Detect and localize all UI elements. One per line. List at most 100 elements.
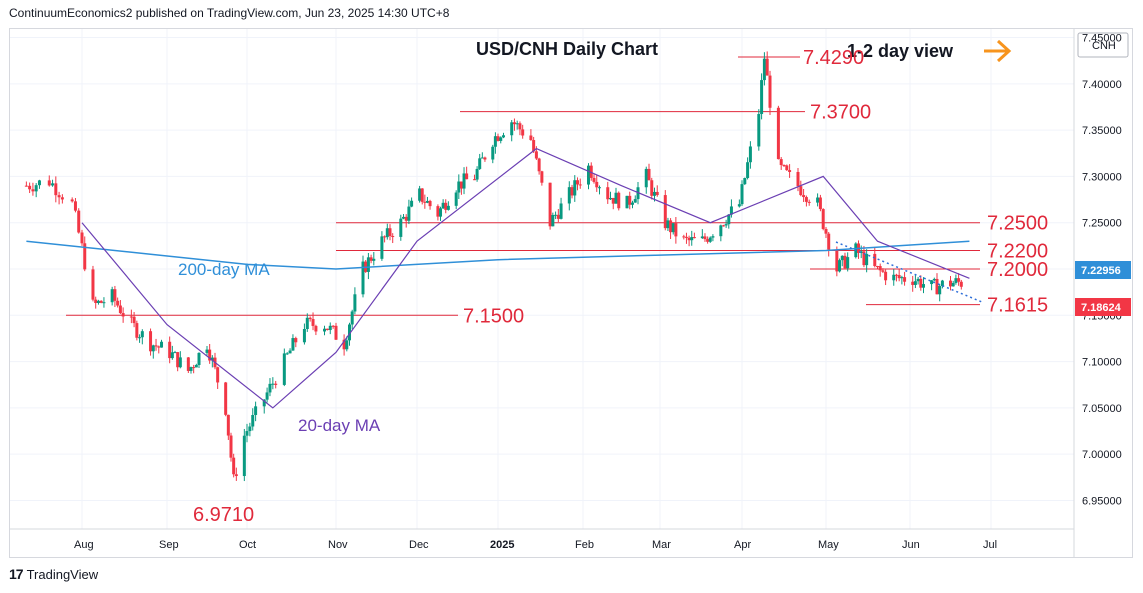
candle-body (242, 435, 246, 477)
candle-body (671, 223, 675, 233)
candle-body (24, 185, 28, 187)
ma200-tag-text: 7.22956 (1081, 265, 1121, 277)
candle-body (157, 346, 161, 348)
candle-body (606, 187, 610, 200)
candle-body (441, 202, 445, 209)
candle-body (189, 367, 193, 371)
candle-body (99, 300, 103, 303)
candle-body (595, 181, 599, 188)
candle-body (37, 180, 41, 186)
candle-body (285, 353, 289, 355)
candle-body (617, 192, 621, 209)
candle-body (138, 337, 142, 339)
candle-body (881, 270, 885, 272)
y-tick-label: 6.95000 (1082, 495, 1122, 507)
tradingview-logo-icon: 17 (9, 566, 24, 582)
candle-body (149, 331, 153, 352)
candle-body (454, 192, 458, 206)
level-label: 7.2200 (987, 240, 1048, 262)
candle-body (785, 165, 789, 171)
candle-body (957, 278, 961, 282)
candle-body (428, 200, 432, 207)
candle-body (418, 188, 422, 201)
candle-body (385, 228, 389, 238)
candle-body (135, 323, 139, 338)
candle-body (807, 201, 811, 203)
candle-body (892, 274, 896, 281)
candle-body (77, 210, 81, 233)
candle-body (706, 239, 710, 242)
candle-body (186, 357, 190, 371)
candle-body (821, 209, 825, 229)
candle-body (884, 271, 888, 281)
candle-body (779, 159, 783, 166)
candles (24, 51, 963, 482)
candle-body (208, 349, 212, 361)
candle-body (532, 140, 536, 152)
candle-body (323, 328, 327, 332)
x-tick-label: May (818, 539, 839, 551)
candle-body (353, 294, 357, 312)
candle-body (743, 178, 747, 185)
candle-body (308, 317, 312, 320)
candle-body (229, 435, 233, 458)
candle-body (903, 277, 907, 282)
candle-body (711, 236, 715, 238)
level-label: 7.4290 (803, 47, 864, 69)
candle-body (644, 168, 648, 188)
candle-body (268, 383, 272, 393)
symbol-box[interactable]: CNH (1077, 32, 1129, 58)
chart-frame[interactable]: USD/CNH Daily Chart 1-2 day view 7.4290 7… (9, 28, 1133, 558)
candle-body (865, 253, 869, 266)
candle-body (776, 107, 780, 160)
candle-body (559, 203, 563, 219)
ma200-label: 200-day MA (178, 260, 270, 279)
candle-body (940, 280, 944, 287)
candle-body (176, 352, 180, 368)
candle-body (262, 399, 266, 407)
candle-body (380, 236, 384, 259)
candle-body (827, 233, 831, 250)
time-ticks: Aug Sep Oct Nov Dec 2025 Feb Mar Apr May Jun Jul (74, 539, 997, 551)
candle-body (173, 352, 177, 354)
candle-body (647, 168, 651, 181)
candle-body (271, 383, 275, 385)
candle-body (954, 278, 958, 283)
candle-body (501, 135, 505, 138)
candle-body (478, 158, 482, 169)
price-chart[interactable]: USD/CNH Daily Chart 1-2 day view 7.42907… (10, 29, 1132, 557)
candle-body (727, 214, 731, 225)
brand-name[interactable]: TradingView (26, 566, 99, 582)
candle-body (94, 299, 98, 303)
candle-body (804, 197, 808, 202)
candle-body (113, 289, 117, 301)
candle-body (210, 357, 214, 361)
candle-body (366, 257, 370, 272)
candle-body (959, 281, 963, 287)
last-price-tag: 7.18624 (1075, 298, 1131, 316)
candle-body (205, 349, 209, 353)
candle-body (653, 191, 656, 196)
candle-body (835, 249, 839, 272)
candle-body (529, 135, 533, 141)
candle-body (496, 136, 500, 141)
candle-body (475, 168, 479, 180)
candle-body (345, 340, 349, 350)
candle-body (140, 331, 144, 338)
candle-body (325, 328, 329, 331)
candle-body (512, 122, 516, 125)
candle-body (73, 201, 77, 211)
candle-body (655, 191, 659, 196)
candle-body (534, 151, 538, 159)
candle-body (226, 414, 230, 436)
trendline (835, 241, 983, 303)
arrow-right-icon (984, 39, 1012, 63)
candle-body (110, 289, 114, 303)
candle-body (682, 236, 686, 238)
y-tick-label: 7.30000 (1082, 171, 1122, 183)
candle-body (459, 181, 463, 189)
candle-body (540, 171, 544, 183)
candle-body (404, 216, 408, 221)
candle-body (650, 180, 654, 196)
